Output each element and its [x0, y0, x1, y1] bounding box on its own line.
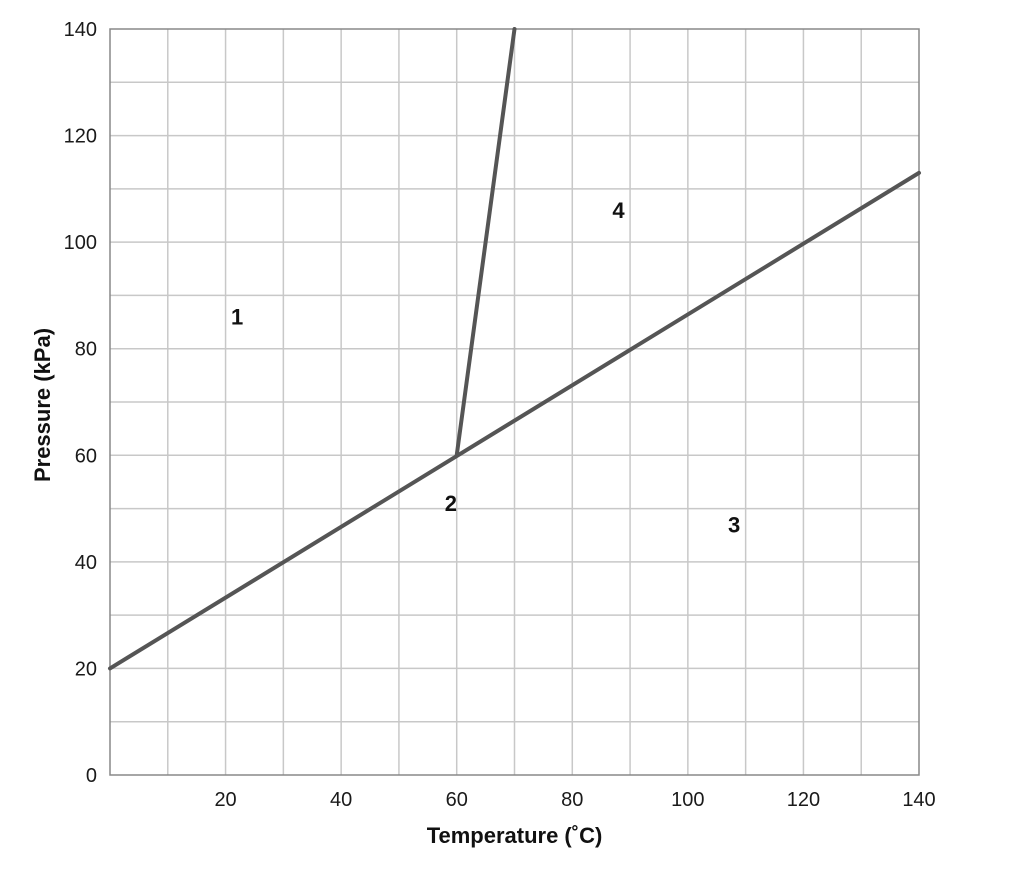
y-tick-label: 0: [86, 765, 97, 787]
series-lines: [108, 27, 921, 671]
region-label: 4: [612, 198, 625, 223]
y-axis-title: Pressure (kPa): [30, 328, 55, 482]
y-tick-label: 80: [75, 339, 97, 361]
y-tick-labels: 0 20 40 60 80 100 120 140: [64, 19, 97, 787]
y-tick-label: 140: [64, 19, 97, 41]
y-tick-label: 120: [64, 126, 97, 148]
phase-boundary-line-1: [108, 170, 921, 671]
x-axis-title: Temperature (˚C): [427, 823, 603, 848]
x-tick-label: 100: [671, 789, 704, 811]
x-tick-label: 120: [787, 789, 820, 811]
grid: [110, 29, 919, 775]
region-labels: 1 2 3 4: [231, 198, 740, 537]
y-tick-label: 60: [75, 445, 97, 467]
region-label: 2: [445, 491, 457, 516]
region-label: 1: [231, 305, 243, 330]
x-tick-label: 60: [446, 789, 468, 811]
y-tick-label: 20: [75, 658, 97, 680]
x-tick-label: 40: [330, 789, 352, 811]
x-tick-label: 80: [561, 789, 583, 811]
phase-boundary-line-2: [454, 27, 517, 458]
y-tick-label: 40: [75, 552, 97, 574]
x-tick-labels: 20 40 60 80 100 120 140: [214, 789, 935, 811]
region-label: 3: [728, 513, 740, 538]
y-tick-label: 100: [64, 232, 97, 254]
x-tick-label: 20: [214, 789, 236, 811]
x-tick-label: 140: [902, 789, 935, 811]
